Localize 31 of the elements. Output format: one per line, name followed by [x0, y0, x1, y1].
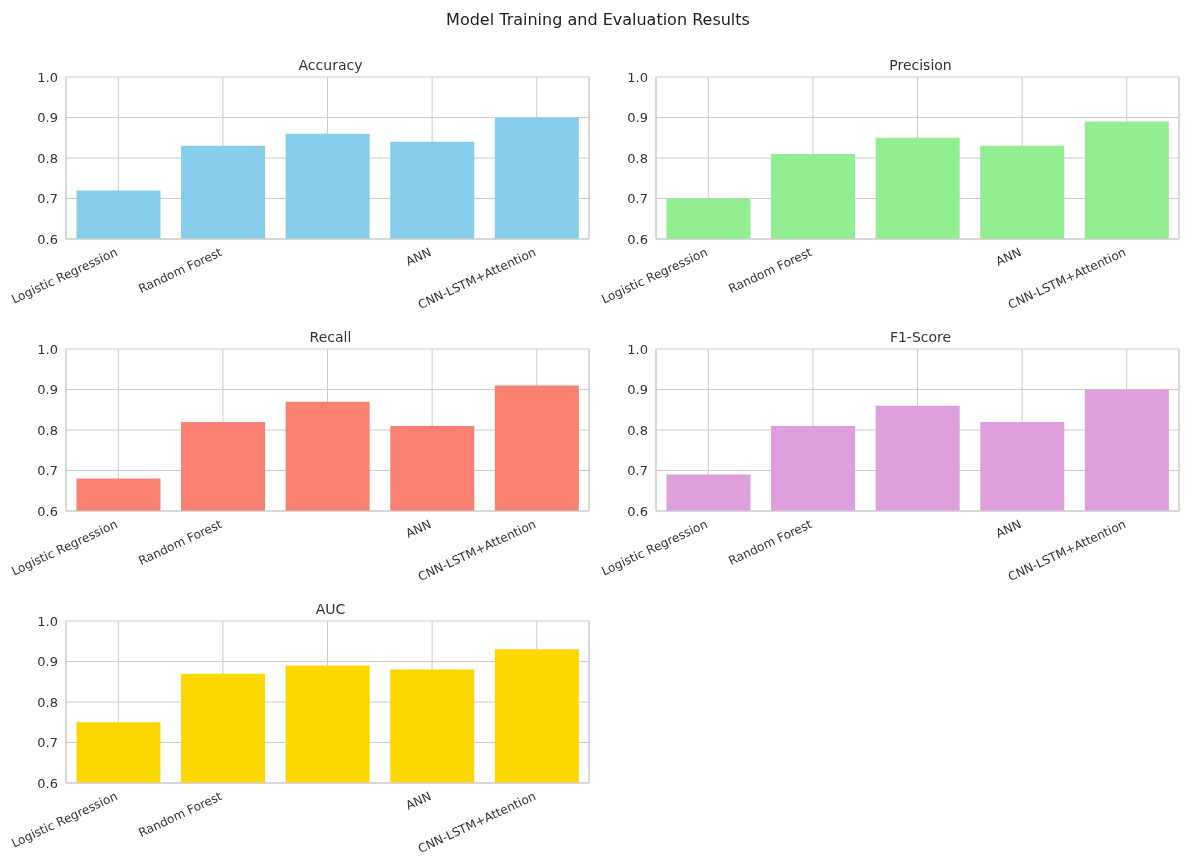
y-tick-label: 1.0: [37, 69, 58, 85]
y-tick-label: 0.6: [627, 231, 648, 247]
y-tick-label: 0.8: [37, 150, 58, 166]
chart-title: Precision: [888, 57, 953, 73]
y-tick-label: 0.8: [627, 150, 648, 166]
y-tick-label: 1.0: [627, 341, 648, 357]
chart-title: Accuracy: [297, 57, 364, 73]
y-tick-label: 0.9: [627, 382, 648, 398]
y-tick-label: 0.9: [627, 110, 648, 126]
chart-title: Recall: [308, 329, 353, 345]
y-tick-label: 0.6: [37, 231, 58, 247]
y-tick-label: 0.7: [627, 463, 648, 479]
y-tick-label: 0.7: [627, 191, 648, 207]
y-tick-label: 0.6: [37, 775, 58, 791]
y-tick-label: 1.0: [37, 613, 58, 629]
y-tick-label: 0.7: [37, 735, 58, 751]
text: Model Training and Evaluation Results: [445, 9, 751, 31]
chart-title: F1-Score: [888, 329, 953, 345]
chart-title: AUC: [314, 601, 347, 617]
y-tick-label: 1.0: [627, 69, 648, 85]
y-tick-label: 1.0: [37, 341, 58, 357]
y-tick-label: 0.9: [37, 110, 58, 126]
y-tick-label: 0.8: [37, 422, 58, 438]
y-tick-label: 0.6: [627, 503, 648, 519]
y-tick-label: 0.8: [37, 694, 58, 710]
y-tick-label: 0.7: [37, 191, 58, 207]
y-tick-label: 0.6: [37, 503, 58, 519]
y-tick-label: 0.8: [627, 422, 648, 438]
y-tick-label: 0.7: [37, 463, 58, 479]
y-tick-label: 0.9: [37, 654, 58, 670]
y-tick-label: 0.9: [37, 382, 58, 398]
